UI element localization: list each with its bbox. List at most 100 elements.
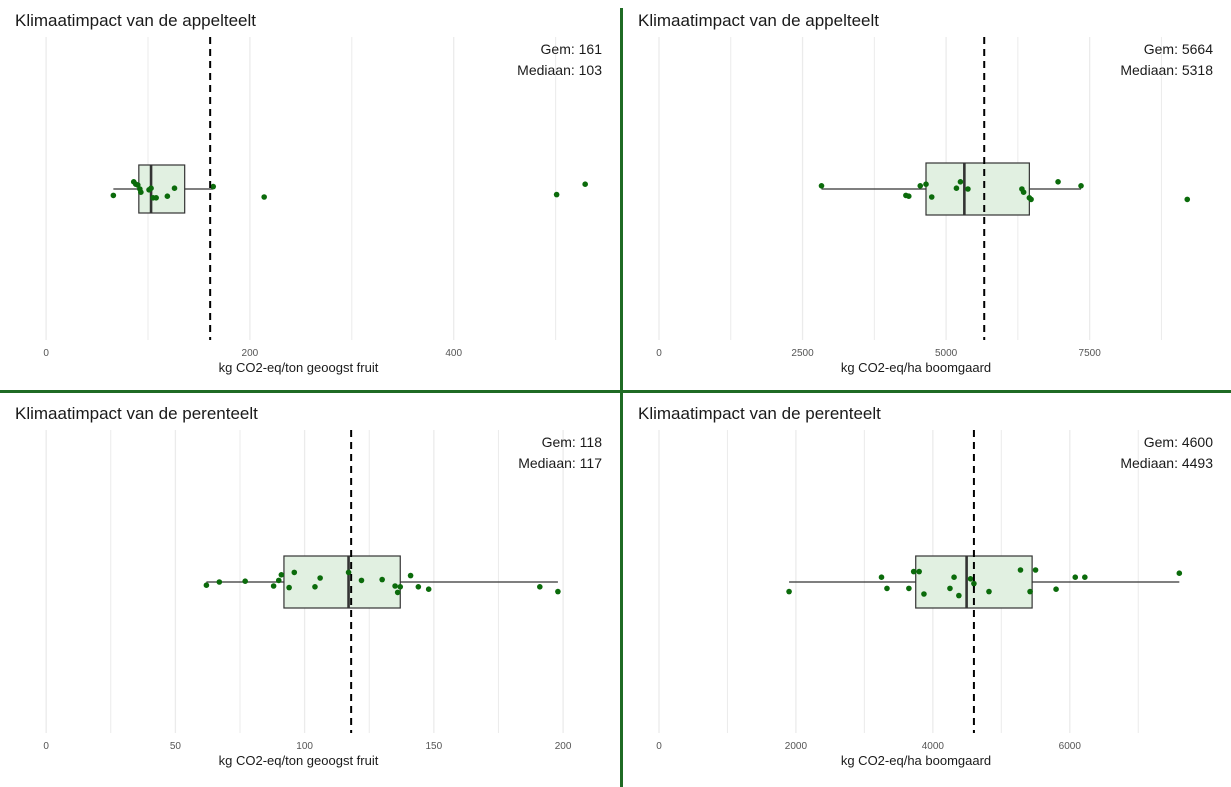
data-point bbox=[425, 586, 432, 592]
chart-panel-apple-per-ton: 0 200 400 Klimaatimpact van de appelteelt kg… bbox=[0, 0, 620, 390]
data-point bbox=[138, 189, 144, 195]
data-point bbox=[906, 585, 912, 592]
data-point bbox=[312, 584, 318, 590]
data-point bbox=[1027, 588, 1033, 595]
data-point bbox=[537, 584, 543, 590]
data-point bbox=[379, 576, 385, 583]
x-tick-label: 7500 bbox=[1079, 348, 1102, 359]
x-tick-label: 0 bbox=[656, 348, 662, 359]
x-tick-label: 100 bbox=[296, 741, 313, 752]
x-tick-label: 0 bbox=[656, 741, 662, 752]
x-tick-label: 4000 bbox=[922, 741, 945, 752]
data-point bbox=[878, 574, 885, 580]
data-point bbox=[905, 193, 912, 199]
data-point bbox=[884, 585, 890, 592]
data-point bbox=[1028, 196, 1034, 203]
median-annotation: Mediaan: 5318 bbox=[1120, 62, 1213, 78]
data-point bbox=[910, 568, 917, 575]
data-point bbox=[1176, 570, 1183, 576]
panel-title: Klimaatimpact van de appelteelt bbox=[638, 11, 879, 30]
x-tick-label: 50 bbox=[170, 741, 182, 752]
data-point bbox=[261, 194, 267, 200]
mean-annotation: Gem: 161 bbox=[541, 41, 603, 57]
x-tick-label: 6000 bbox=[1059, 741, 1082, 752]
x-tick-label: 5000 bbox=[935, 348, 958, 359]
data-point bbox=[291, 569, 298, 576]
x-tick-label: 0 bbox=[43, 348, 49, 359]
data-point bbox=[951, 574, 957, 580]
data-point bbox=[786, 588, 792, 595]
data-point bbox=[1082, 574, 1088, 580]
median-annotation: Mediaan: 117 bbox=[518, 455, 602, 471]
data-point bbox=[110, 192, 117, 199]
data-point bbox=[1020, 189, 1027, 195]
x-axis-label: kg CO2-eq/ton geoogst fruit bbox=[219, 360, 379, 375]
x-tick-label: 2000 bbox=[785, 741, 808, 752]
data-point bbox=[917, 183, 924, 189]
data-point bbox=[171, 185, 178, 191]
data-point bbox=[986, 588, 992, 595]
panel-title: Klimaatimpact van de perenteelt bbox=[638, 404, 881, 423]
data-point bbox=[203, 582, 210, 588]
data-point bbox=[967, 576, 974, 582]
x-tick-label: 150 bbox=[426, 741, 443, 752]
data-point bbox=[928, 194, 935, 200]
data-point bbox=[965, 186, 971, 192]
mean-annotation: Gem: 5664 bbox=[1144, 41, 1213, 57]
data-point bbox=[916, 568, 922, 575]
data-point bbox=[947, 585, 953, 592]
median-annotation: Mediaan: 103 bbox=[517, 62, 602, 78]
data-point bbox=[1055, 179, 1061, 185]
x-axis-label: kg CO2-eq/ha boomgaard bbox=[841, 360, 991, 375]
panel-title: Klimaatimpact van de perenteelt bbox=[15, 404, 258, 423]
data-point bbox=[242, 578, 248, 584]
data-point bbox=[345, 569, 352, 576]
iqr-box bbox=[925, 162, 1030, 216]
data-point bbox=[216, 579, 223, 585]
chart-panel-apple-per-ha: 0 2500 5000 7500 Klimaatimpact van de appelt… bbox=[623, 0, 1231, 390]
x-tick-label: 200 bbox=[555, 741, 572, 752]
chart-svg: 0 2500 5000 7500 Klimaatimpact van de appelt… bbox=[638, 11, 1213, 375]
data-point bbox=[553, 191, 560, 198]
x-axis-label: kg CO2-eq/ha boomgaard bbox=[841, 753, 991, 768]
vertical-divider bbox=[620, 8, 623, 787]
data-point bbox=[1184, 196, 1191, 203]
data-point bbox=[397, 584, 404, 590]
data-point bbox=[921, 591, 927, 597]
data-point bbox=[582, 181, 588, 187]
data-point bbox=[923, 181, 929, 187]
data-point bbox=[270, 583, 277, 589]
data-point bbox=[555, 588, 561, 595]
chart-panel-pear-per-ton: 0 50 100 150 200 Klimaatimpact van de perente… bbox=[0, 393, 620, 787]
data-point bbox=[164, 193, 171, 199]
data-point bbox=[1032, 567, 1039, 573]
chart-svg: 0 50 100 150 200 Klimaatimpact van de perente… bbox=[15, 404, 603, 768]
data-point bbox=[971, 580, 977, 587]
x-tick-label: 400 bbox=[445, 348, 462, 359]
x-axis-label: kg CO2-eq/ton geoogst fruit bbox=[219, 753, 379, 768]
data-point bbox=[956, 592, 962, 599]
data-point bbox=[358, 577, 365, 584]
data-point bbox=[210, 183, 217, 190]
data-point bbox=[153, 195, 159, 201]
data-point bbox=[1053, 586, 1059, 592]
data-point bbox=[407, 572, 414, 579]
mean-annotation: Gem: 118 bbox=[542, 434, 603, 450]
data-point bbox=[392, 583, 398, 589]
data-point bbox=[394, 589, 401, 596]
x-tick-label: 0 bbox=[43, 741, 49, 752]
x-tick-label: 2500 bbox=[791, 348, 814, 359]
data-point bbox=[148, 185, 154, 191]
data-point bbox=[1017, 567, 1024, 573]
horizontal-divider bbox=[0, 390, 1231, 393]
data-point bbox=[957, 179, 964, 185]
data-point bbox=[317, 575, 323, 581]
data-point bbox=[1078, 183, 1084, 189]
x-tick-label: 200 bbox=[242, 348, 259, 359]
data-point bbox=[278, 572, 285, 578]
panel-title: Klimaatimpact van de appelteelt bbox=[15, 11, 256, 30]
chart-svg: 0 200 400 Klimaatimpact van de appelteelt kg… bbox=[15, 11, 603, 375]
data-point bbox=[286, 584, 292, 591]
chart-panel-pear-per-ha: 0 2000 4000 6000 Klimaatimpact van de perent… bbox=[623, 393, 1231, 787]
data-point bbox=[415, 584, 422, 590]
